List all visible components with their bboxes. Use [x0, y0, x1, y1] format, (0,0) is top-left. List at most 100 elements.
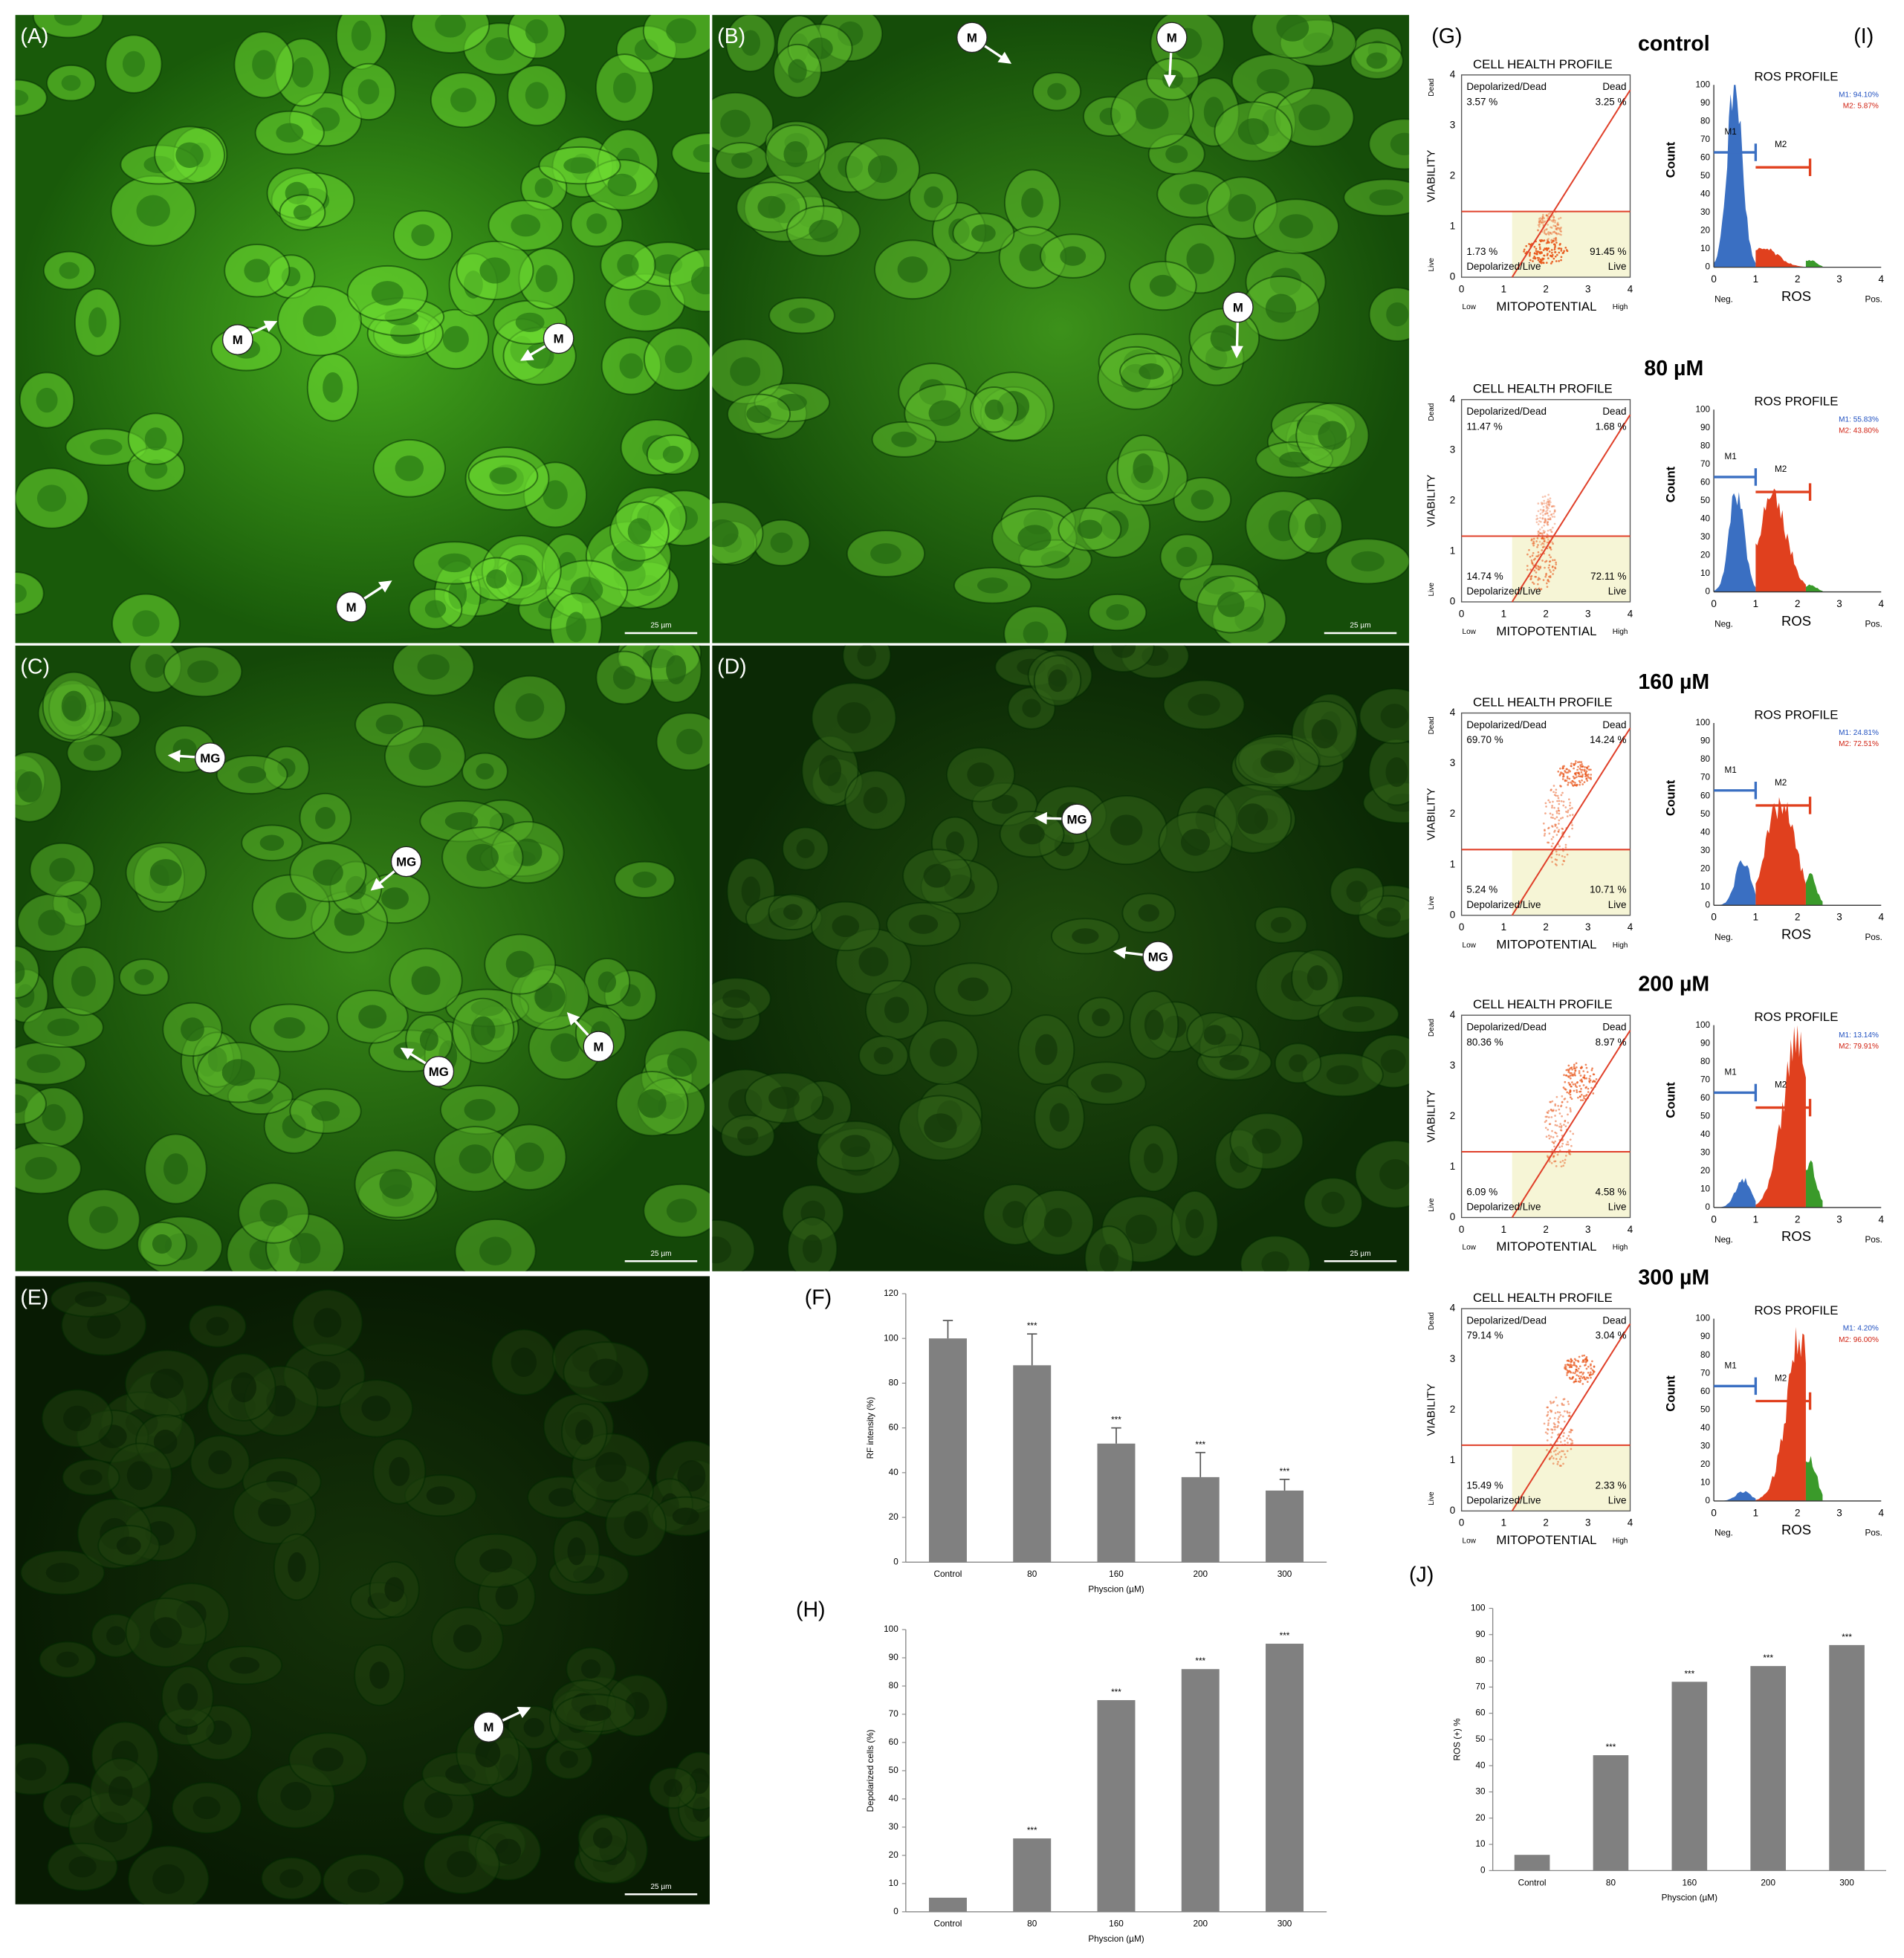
- event-dot: [1551, 505, 1553, 508]
- event-dot: [1592, 1372, 1594, 1375]
- event-dot: [1560, 771, 1562, 774]
- y-axis-end: Dead: [1428, 79, 1436, 97]
- event-dot: [1537, 523, 1540, 525]
- nucleus: [1289, 1054, 1307, 1072]
- bar: [1013, 1365, 1052, 1563]
- event-dot: [1540, 259, 1543, 262]
- event-dot: [1551, 253, 1554, 256]
- quadrant-percent: 80.36 %: [1466, 1037, 1503, 1048]
- event-dot: [1567, 782, 1570, 784]
- nucleus: [1270, 916, 1292, 933]
- event-dot: [1579, 1379, 1582, 1382]
- event-dot: [1573, 764, 1576, 767]
- gate-percent: M1: 55.83%: [1839, 415, 1879, 424]
- y-tick-label: 2: [1450, 1110, 1455, 1121]
- event-dot: [1547, 1422, 1550, 1424]
- y-tick-label: 30: [1700, 1441, 1711, 1450]
- event-dot: [1553, 1417, 1556, 1419]
- event-dot: [1571, 1439, 1573, 1442]
- nucleus: [1251, 1128, 1281, 1154]
- event-dot: [1552, 512, 1555, 515]
- event-dot: [1559, 817, 1562, 820]
- event-dot: [1548, 564, 1551, 567]
- event-dot: [1571, 824, 1573, 826]
- x-tick-label: 1: [1753, 1507, 1758, 1518]
- event-dot: [1564, 1410, 1566, 1413]
- quadrant-name: Live: [1608, 899, 1627, 910]
- event-dot: [1547, 230, 1550, 233]
- event-dot: [1575, 1062, 1578, 1065]
- event-dot: [1568, 1083, 1571, 1086]
- panel-label: (E): [20, 1286, 48, 1309]
- cell: [15, 1082, 47, 1126]
- event-dot: [1543, 540, 1546, 543]
- event-dot: [1545, 505, 1548, 508]
- event-dot: [1563, 1398, 1566, 1401]
- event-dot: [1566, 1372, 1569, 1375]
- nucleus: [411, 966, 441, 995]
- nucleus: [1144, 1143, 1164, 1173]
- y-tick-label: 60: [1700, 1387, 1711, 1396]
- y-tick-label: 80: [1700, 754, 1711, 764]
- scale-bar-label: 25 µm: [650, 622, 671, 630]
- event-dot: [1585, 1077, 1587, 1080]
- event-dot: [1546, 1439, 1549, 1442]
- quadrant-name: Depolarized/Live: [1466, 1202, 1541, 1213]
- event-dot: [1545, 582, 1548, 585]
- nucleus: [971, 224, 996, 242]
- event-dot: [1569, 1107, 1572, 1109]
- event-dot: [1544, 1115, 1547, 1118]
- event-dot: [1558, 845, 1561, 848]
- event-dot: [1541, 496, 1544, 499]
- y-tick-label: 90: [1700, 423, 1711, 432]
- nucleus: [1049, 1103, 1069, 1132]
- x-axis-label: ROS: [1781, 288, 1811, 304]
- event-dot: [1553, 806, 1555, 809]
- event-dot: [1555, 850, 1558, 853]
- event-dot: [1550, 1436, 1553, 1439]
- x-tick-label: 0: [1711, 912, 1716, 923]
- event-dot: [1559, 227, 1562, 230]
- event-dot: [1560, 1104, 1563, 1107]
- event-dot: [1554, 238, 1557, 241]
- y-tick-label: 50: [1700, 1111, 1711, 1121]
- marker-arrow: [167, 750, 195, 762]
- significance-label: ***: [1195, 1656, 1205, 1666]
- y-tick-label: 70: [1700, 1074, 1711, 1084]
- event-dot: [1579, 1074, 1582, 1077]
- event-dot: [1567, 1071, 1570, 1073]
- event-dot: [1573, 783, 1576, 786]
- quadrant-name: Depolarized/Live: [1466, 899, 1541, 910]
- cell: [15, 79, 48, 117]
- live-quadrant: [1512, 536, 1631, 602]
- nucleus: [1256, 68, 1289, 93]
- event-dot: [1546, 586, 1549, 589]
- event-dot: [1558, 1465, 1561, 1467]
- event-dot: [1542, 224, 1545, 226]
- event-dot: [1544, 575, 1547, 578]
- event-dot: [1563, 765, 1565, 768]
- event-dot: [1573, 777, 1576, 779]
- x-axis-end: Neg.: [1714, 1529, 1733, 1538]
- event-dot: [1552, 542, 1554, 545]
- quadrant-percent: 11.47 %: [1466, 421, 1502, 432]
- event-dot: [1543, 538, 1546, 541]
- event-dot: [1589, 1371, 1592, 1374]
- bar: [1593, 1755, 1629, 1871]
- event-dot: [1550, 513, 1552, 516]
- event-dot: [1562, 1435, 1564, 1438]
- event-dot: [1576, 785, 1578, 787]
- nucleus: [479, 1549, 513, 1573]
- event-dot: [1547, 1413, 1550, 1416]
- nucleus: [369, 1662, 390, 1689]
- y-axis-end: Live: [1428, 258, 1436, 272]
- cell-layer: [15, 1280, 710, 1904]
- event-dot: [1539, 252, 1541, 255]
- marker-label: M: [233, 333, 243, 347]
- gate-percent: M1: 94.10%: [1839, 91, 1879, 99]
- event-dot: [1544, 519, 1547, 522]
- gate-percent: M2: 5.87%: [1843, 102, 1879, 110]
- nucleus: [479, 257, 511, 284]
- marker-label: M: [346, 600, 357, 615]
- event-dot: [1550, 788, 1552, 791]
